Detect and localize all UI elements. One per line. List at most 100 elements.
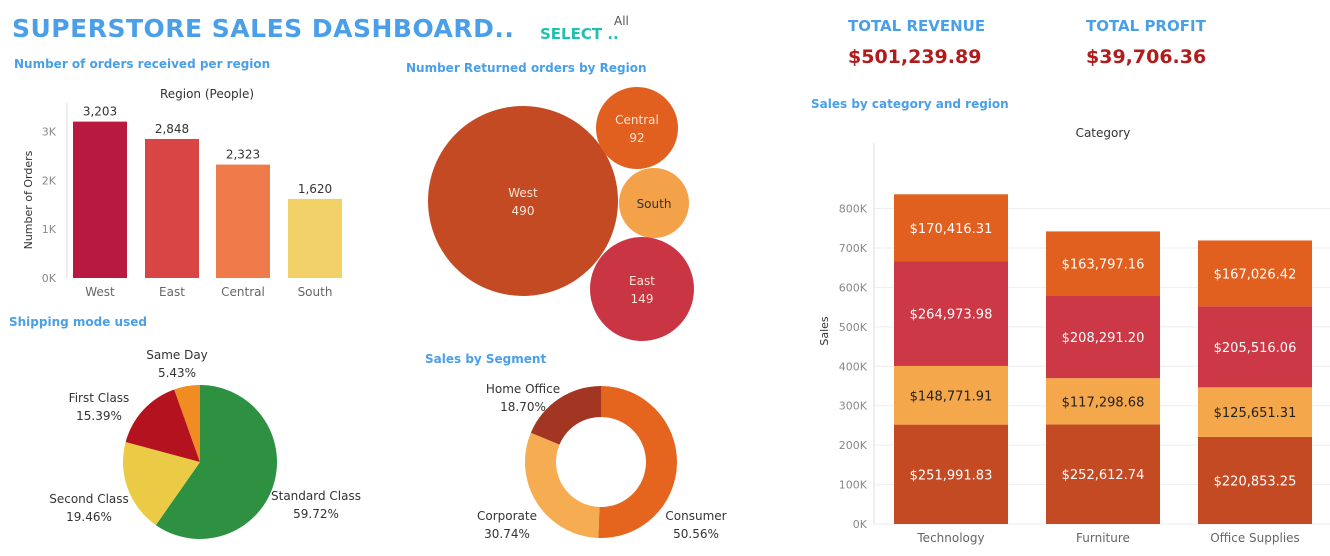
category-y-axis-label: Sales (818, 316, 831, 346)
stack-label-technology-segment-3: $264,973.98 (910, 308, 993, 323)
stack-furniture-segment-2 (1046, 378, 1160, 425)
donut-value-consumer: 50.56% (673, 527, 719, 541)
pie-slice-same-day (174, 385, 200, 462)
orders-by-region-chart: Region (People) Number of Orders 0K 1K 2K 3K 3… (22, 87, 342, 299)
x-tick-label-east: East (159, 285, 185, 299)
total-profit-value: $39,706.36 (1086, 46, 1207, 68)
stack-office-supplies-segment-1 (1198, 436, 1312, 524)
x-tick-label-technology: Technology (916, 531, 984, 545)
total-revenue-value: $501,239.89 (848, 46, 982, 68)
category-y-tick-label: 300K (839, 400, 868, 413)
select-filter-value[interactable]: All (614, 14, 629, 28)
category-y-tick-label: 700K (839, 242, 868, 255)
stack-label-office-supplies-segment-1: $220,853.25 (1214, 474, 1297, 489)
returns-bubble-chart: West 490 Central 92 South East 149 (428, 87, 694, 341)
stack-technology-segment-3 (894, 261, 1008, 366)
stack-furniture-segment-1 (1046, 424, 1160, 524)
pie-slice-first-class (125, 389, 200, 462)
orders-chart-subtitle: Region (People) (160, 87, 254, 101)
stack-label-technology-segment-4: $170,416.31 (910, 222, 993, 237)
bubble-central (596, 87, 678, 169)
stack-technology-segment-1 (894, 424, 1008, 524)
bubble-east (590, 237, 694, 341)
bubble-label-west: West (508, 186, 538, 200)
stack-technology-segment-4 (894, 194, 1008, 262)
donut-slice-consumer (598, 386, 678, 538)
x-tick-label-west: West (85, 285, 115, 299)
donut-label-consumer: Consumer (665, 509, 726, 523)
dashboard-title: SUPERSTORE SALES DASHBOARD.. (12, 14, 515, 43)
stack-label-furniture-segment-1: $252,612.74 (1062, 468, 1145, 483)
stack-label-furniture-segment-4: $163,797.16 (1062, 258, 1145, 273)
bar-west (73, 121, 127, 278)
stack-label-technology-segment-1: $251,991.83 (910, 468, 993, 483)
pie-slice-standard-class (155, 385, 277, 539)
bubble-value-central: 92 (629, 131, 644, 145)
orders-chart-title: Number of orders received per region (14, 57, 271, 71)
bubble-label-east: East (629, 274, 655, 288)
category-chart-title: Sales by category and region (811, 97, 1009, 111)
bar-value-label-east: 2,848 (155, 122, 189, 136)
category-y-tick-label: 100K (839, 479, 868, 492)
x-tick-label-central: Central (221, 285, 265, 299)
sales-by-category-chart: Category Sales 0K 100K 200K 300K 400K 500K 600K 7… (818, 126, 1330, 545)
category-chart-subtitle: Category (1076, 126, 1131, 140)
category-y-tick-label: 500K (839, 321, 868, 334)
bar-south (288, 198, 342, 278)
pie-value-first-class: 15.39% (76, 409, 122, 423)
x-tick-label-office-supplies: Office Supplies (1210, 531, 1300, 545)
stack-furniture-segment-3 (1046, 296, 1160, 379)
select-label: SELECT .. (540, 25, 619, 43)
stack-label-office-supplies-segment-2: $125,651.31 (1214, 406, 1297, 421)
category-y-tick-label: 800K (839, 203, 868, 216)
category-y-tick-label: 600K (839, 281, 868, 294)
category-y-tick-label: 0K (853, 518, 868, 531)
bubble-value-west: 490 (512, 204, 535, 218)
bar-east (145, 138, 199, 278)
segment-chart-title: Sales by Segment (425, 352, 547, 366)
category-y-tick-label: 400K (839, 360, 868, 373)
stack-office-supplies-segment-3 (1198, 306, 1312, 388)
pie-label-same-day: Same Day (146, 348, 208, 362)
segment-donut-chart: Consumer 50.56% Corporate 30.74% Home Office… (477, 382, 727, 541)
bar-value-label-central: 2,323 (226, 148, 260, 162)
bar-central (216, 164, 270, 278)
returns-chart-title: Number Returned orders by Region (406, 61, 647, 75)
donut-label-home-office: Home Office (486, 382, 560, 396)
shipping-pie-chart: Standard Class 59.72% Second Class 19.46% Fi… (49, 348, 361, 539)
bubble-west (428, 106, 618, 296)
bar-value-label-west: 3,203 (83, 105, 117, 119)
bubble-south (619, 168, 689, 238)
orders-y-tick-label: 3K (42, 126, 57, 139)
orders-y-axis-label: Number of Orders (22, 150, 35, 249)
donut-value-corporate: 30.74% (484, 527, 530, 541)
pie-label-second-class: Second Class (49, 492, 129, 506)
bar-value-label-south: 1,620 (298, 182, 332, 196)
bubble-label-central: Central (615, 113, 659, 127)
category-y-tick-label: 200K (839, 439, 868, 452)
x-tick-label-south: South (298, 285, 333, 299)
stack-label-technology-segment-2: $148,771.91 (910, 389, 993, 404)
stack-label-office-supplies-segment-3: $205,516.06 (1214, 341, 1297, 356)
stack-label-furniture-segment-2: $117,298.68 (1062, 395, 1145, 410)
pie-value-same-day: 5.43% (158, 366, 196, 380)
donut-value-home-office: 18.70% (500, 400, 546, 414)
orders-y-tick-label: 0K (42, 272, 57, 285)
total-revenue-label: TOTAL REVENUE (848, 17, 986, 35)
pie-label-standard-class: Standard Class (271, 489, 361, 503)
pie-slice-second-class (123, 442, 200, 526)
total-profit-label: TOTAL PROFIT (1086, 17, 1206, 35)
stack-furniture-segment-4 (1046, 231, 1160, 297)
stack-office-supplies-segment-2 (1198, 387, 1312, 437)
donut-label-corporate: Corporate (477, 509, 537, 523)
stack-label-office-supplies-segment-4: $167,026.42 (1214, 267, 1297, 282)
stack-label-furniture-segment-3: $208,291.20 (1062, 331, 1145, 346)
orders-y-tick-label: 1K (42, 223, 57, 236)
bubble-value-east: 149 (631, 292, 654, 306)
pie-value-standard-class: 59.72% (293, 507, 339, 521)
pie-label-first-class: First Class (69, 391, 130, 405)
donut-slice-home-office (530, 386, 601, 445)
x-tick-label-furniture: Furniture (1076, 531, 1130, 545)
orders-y-tick-label: 2K (42, 174, 57, 187)
donut-slice-corporate (525, 432, 600, 538)
